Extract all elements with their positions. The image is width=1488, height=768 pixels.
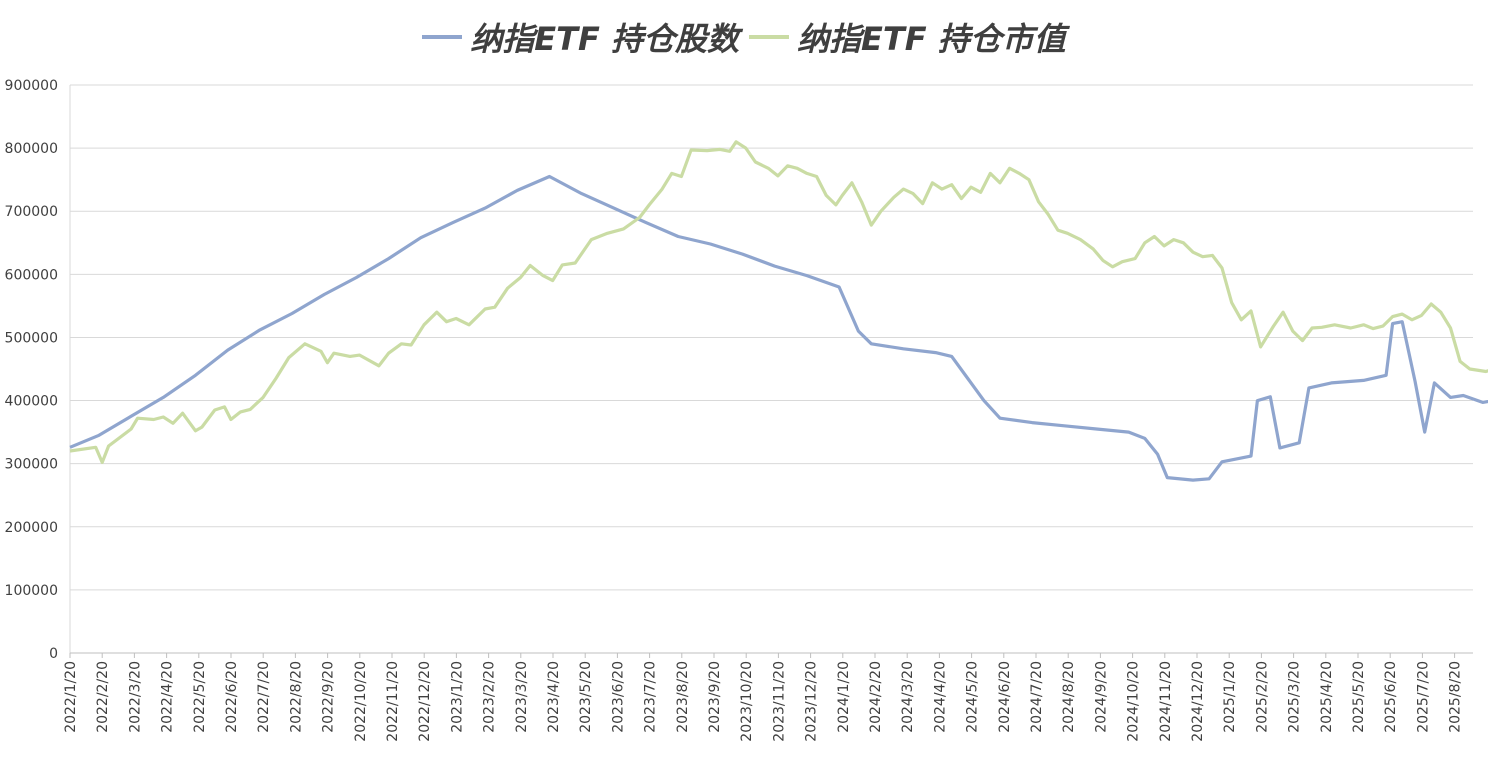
y-tick-label: 500000 <box>5 330 58 346</box>
x-tick-label: 2022/9/20 <box>321 661 337 733</box>
x-tick-label: 2023/6/20 <box>610 661 626 733</box>
series-line-value <box>69 140 1488 464</box>
legend-label-value: 纳指ETF 持仓市值 <box>797 20 1066 58</box>
y-tick-label: 100000 <box>5 583 58 599</box>
x-tick-label: 2024/8/20 <box>1061 661 1077 733</box>
x-tick-label: 2024/3/20 <box>900 661 916 733</box>
y-tick-label: 700000 <box>5 204 58 220</box>
chart-legend: 纳指ETF 持仓股数 纳指ETF 持仓市值 <box>0 14 1488 60</box>
x-tick-label: 2023/3/20 <box>514 661 530 733</box>
x-tick-label: 2024/9/20 <box>1093 661 1109 733</box>
x-tick-label: 2023/5/20 <box>578 661 594 733</box>
x-tick-label: 2022/10/20 <box>353 661 369 742</box>
x-tick-label: 2025/5/20 <box>1351 661 1367 733</box>
y-axis: 900000 800000 700000 600000 500000 400000 3000… <box>5 78 71 662</box>
x-tick-label: 2023/9/20 <box>707 661 723 733</box>
x-tick-label: 2025/8/20 <box>1448 661 1464 733</box>
x-tick-label: 2022/12/20 <box>417 661 433 742</box>
x-tick-label: 2022/4/20 <box>160 661 176 733</box>
x-tick-label: 2025/7/20 <box>1415 661 1431 733</box>
y-tick-label: 800000 <box>5 141 58 157</box>
y-tick-label: 0 <box>49 646 58 662</box>
x-tick-label: 2024/5/20 <box>965 661 981 733</box>
x-tick-label: 2023/7/20 <box>643 661 659 733</box>
x-tick-label: 2022/6/20 <box>224 661 240 733</box>
x-tick-label: 2025/1/20 <box>1222 661 1238 733</box>
legend-item-shares: 纳指ETF 持仓股数 <box>422 14 739 60</box>
x-tick-label: 2022/1/20 <box>63 661 79 733</box>
legend-item-value: 纳指ETF 持仓市值 <box>749 14 1066 60</box>
x-tick-label: 2022/5/20 <box>192 661 208 733</box>
x-tick-label: 2023/8/20 <box>675 661 691 733</box>
x-axis: 2022/1/20 2022/2/20 2022/3/20 2022/4/20 2022… <box>63 652 1473 742</box>
x-tick-label: 2024/7/20 <box>1029 661 1045 733</box>
x-tick-label: 2022/3/20 <box>127 661 143 733</box>
x-tick-label: 2023/10/20 <box>739 661 755 742</box>
x-tick-label: 2025/4/20 <box>1319 661 1335 733</box>
y-tick-label: 400000 <box>5 394 58 410</box>
y-tick-label: 300000 <box>5 457 58 473</box>
x-tick-label: 2022/8/20 <box>288 661 304 733</box>
legend-swatch-shares <box>422 35 463 39</box>
x-tick-label: 2025/6/20 <box>1383 661 1399 733</box>
x-tick-label: 2022/7/20 <box>256 661 272 733</box>
x-tick-label: 2022/2/20 <box>95 661 111 733</box>
x-tick-label: 2024/12/20 <box>1190 661 1206 742</box>
x-tick-label: 2024/1/20 <box>836 661 852 733</box>
x-tick-label: 2024/4/20 <box>932 661 948 733</box>
x-tick-label: 2023/4/20 <box>546 661 562 733</box>
x-tick-label: 2025/3/20 <box>1287 661 1303 733</box>
x-tick-label: 2023/12/20 <box>804 661 820 742</box>
x-tick-label: 2024/6/20 <box>997 661 1013 733</box>
x-tick-label: 2023/1/20 <box>449 661 465 733</box>
legend-label-shares: 纳指ETF 持仓股数 <box>470 20 739 58</box>
y-tick-label: 200000 <box>5 520 58 536</box>
series-lines <box>69 140 1488 482</box>
x-tick-label: 2023/11/20 <box>771 661 787 742</box>
series-line-shares <box>69 174 1488 482</box>
x-tick-label: 2025/2/20 <box>1254 661 1270 733</box>
legend-swatch-value <box>749 35 789 39</box>
x-tick-label: 2023/2/20 <box>482 661 498 733</box>
y-tick-label: 900000 <box>5 78 58 94</box>
x-tick-label: 2024/11/20 <box>1158 661 1174 742</box>
x-tick-label: 2024/10/20 <box>1126 661 1142 742</box>
x-tick-label: 2024/2/20 <box>868 661 884 733</box>
y-tick-label: 600000 <box>5 267 58 283</box>
x-tick-label: 2022/11/20 <box>385 661 401 742</box>
